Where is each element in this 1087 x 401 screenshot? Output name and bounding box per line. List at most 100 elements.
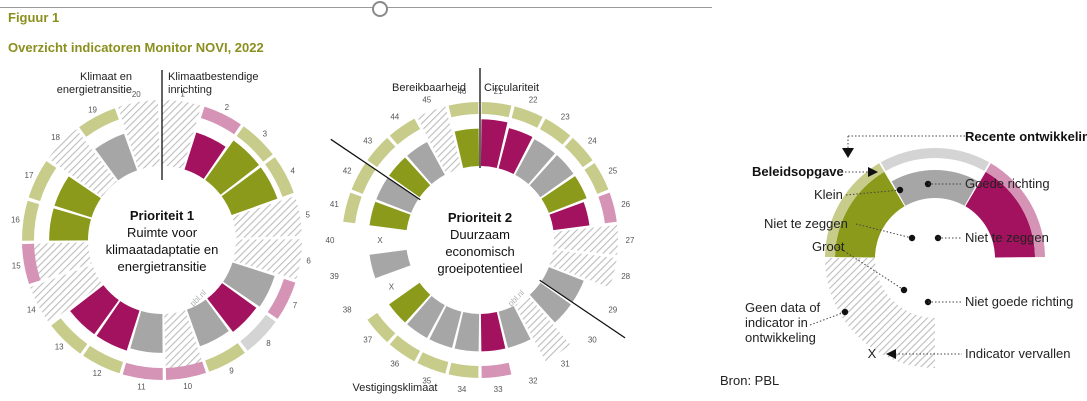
legend-neutral-recent [880, 148, 990, 171]
indicator-segment [407, 295, 445, 339]
indicator-segment [480, 312, 506, 352]
recent-development-segment [236, 126, 273, 162]
indicator-segment [184, 132, 226, 179]
indicator-number: 43 [363, 137, 372, 146]
indicator-segment [541, 267, 584, 303]
indicator-number: 11 [137, 383, 146, 392]
sector-label: Klimaat en [80, 71, 132, 83]
legend-niet-te-zeggen-left-label: Niet te zeggen [764, 216, 848, 231]
indicator-number: 25 [608, 166, 617, 175]
recent-development-segment [265, 157, 294, 197]
indicator-segment [49, 208, 91, 241]
legend-vervallen-label: Indicator vervallen [965, 346, 1071, 361]
indicator-segment [70, 285, 119, 335]
indicator-number: 3 [263, 130, 268, 139]
recent-development-segment [539, 118, 571, 145]
indicator-segment [549, 249, 617, 288]
wheel-subtitle-line: Ruimte voor [127, 225, 198, 240]
indicator-number: 12 [93, 369, 102, 378]
indicator-segment [205, 140, 260, 195]
sector-label: energietransitie [57, 84, 132, 96]
legend-goede-label: Goede richting [965, 176, 1050, 191]
indicator-number: 16 [11, 215, 20, 224]
wheel-title: Prioriteit 1 [130, 208, 194, 223]
wheel-subtitle-line: klimaatadaptatie en [106, 242, 219, 257]
recent-development-segment [83, 345, 124, 374]
sector-divider [539, 279, 626, 339]
legend-beleidsopgave-arrow [868, 167, 878, 177]
indicator-number: 23 [561, 113, 570, 122]
indicator-number: 5 [306, 210, 311, 219]
recent-development-segment [79, 108, 119, 137]
legend-groot-leader [837, 246, 905, 291]
indicator-segment [480, 119, 508, 168]
recent-development-segment [200, 106, 241, 135]
legend-negative-recent [985, 163, 1045, 258]
indicator-number: 19 [88, 105, 97, 114]
indicator-number: 1 [180, 89, 185, 98]
top-border-line [0, 7, 712, 8]
legend-recent-arrow [842, 148, 854, 158]
indicator-number: 24 [588, 137, 597, 146]
indicator-number: 4 [290, 167, 295, 176]
indicator-segment [186, 299, 229, 347]
wheels-layer: 1234567891011121314151617181920Prioritei… [11, 68, 635, 394]
legend-neutral-segment [891, 170, 979, 206]
indicator-segment [95, 133, 138, 181]
recent-development-segment [481, 102, 512, 118]
resize-handle[interactable] [372, 1, 388, 17]
indicator-number: 46 [457, 87, 466, 96]
recent-development-segment [267, 278, 296, 319]
legend-positive-segment [835, 171, 905, 258]
indicator-segment [498, 128, 533, 175]
indicator-segment [221, 167, 278, 216]
legend-geen-data-label: indicator in [745, 315, 808, 330]
recent-development-segment [389, 118, 421, 145]
indicator-segment [515, 295, 571, 362]
indicator-number: 30 [588, 335, 597, 344]
indicator-number: 14 [27, 305, 36, 314]
indicator-number: 13 [55, 342, 64, 351]
indicator-number: 9 [229, 367, 234, 376]
indicator-number: 27 [626, 236, 635, 245]
indicator-segment [233, 239, 302, 280]
wheel-subtitle-line: energietransitie [118, 259, 207, 274]
sector-divider [330, 138, 421, 201]
indicator-number: 44 [390, 113, 399, 122]
recent-development-segment [448, 362, 479, 378]
indicator-segment [417, 106, 462, 175]
indicator-number: 8 [266, 339, 271, 348]
indicator-number: 29 [608, 306, 617, 315]
indicator-segment [118, 100, 160, 170]
recent-development-segment [351, 163, 376, 194]
legend-vervallen-marker: X [868, 346, 877, 361]
recent-development-segment [205, 343, 245, 372]
indicator-segment [54, 176, 101, 218]
indicator-segment [389, 282, 431, 323]
indicator-number: 7 [293, 301, 298, 310]
indicator-number: 10 [183, 382, 192, 391]
indicator-number: 33 [494, 385, 503, 394]
indicator-number: 45 [422, 96, 431, 105]
legend-klein-label: Klein [814, 187, 843, 202]
legend-beleidsopgave-label: Beleidsopgave [752, 164, 844, 179]
wheel-title: Prioriteit 2 [448, 210, 512, 225]
indicator-number: 40 [326, 236, 335, 245]
indicator-number: 37 [363, 335, 372, 344]
recent-development-segment [417, 352, 449, 374]
indicator-number: 20 [132, 90, 141, 99]
legend-klein-dot [896, 186, 904, 194]
indicator-number: 41 [330, 200, 339, 209]
recent-development-segment [481, 362, 512, 378]
indicator-number: 34 [457, 385, 466, 394]
indicator-segment [407, 141, 445, 185]
legend: Recente ontwikkeling Beleidsopgave Klein Go… [720, 129, 1087, 388]
indicator-segment [207, 283, 257, 332]
indicator-segment [376, 177, 419, 213]
recent-development-segment [448, 102, 479, 118]
sector-label: inrichting [168, 84, 212, 96]
indicator-segment [48, 129, 117, 197]
legend-groot-dot [900, 286, 908, 294]
indicator-segment [164, 310, 206, 380]
indicator-number: 31 [561, 359, 570, 368]
